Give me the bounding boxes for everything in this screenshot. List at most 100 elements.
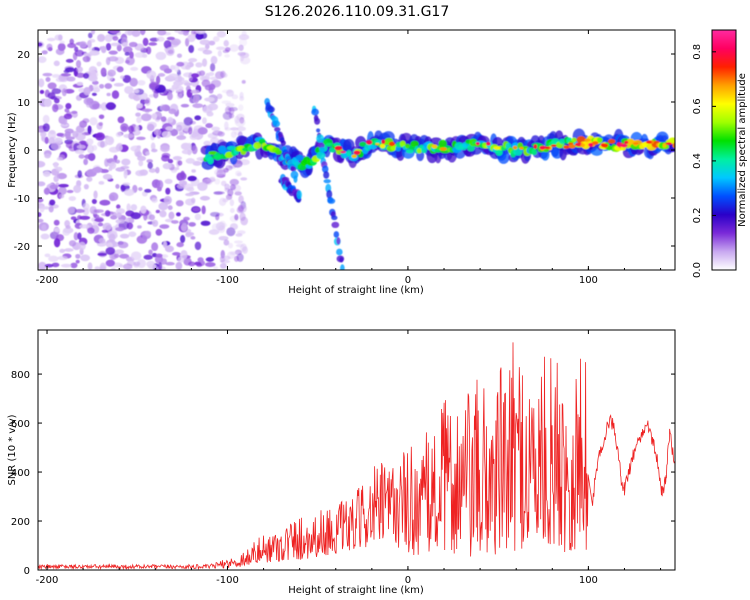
- spectrogram-x-ticks: -200 -100 0 100: [36, 30, 662, 286]
- spectrogram-noise-cell: [212, 36, 220, 42]
- spectrogram-noise-cell: [79, 215, 91, 220]
- spectrogram-noise-cell: [218, 235, 229, 241]
- spectrogram-noise-cell: [56, 172, 67, 180]
- spectrogram-y-tick-label: 0: [24, 146, 30, 157]
- spectrogram-noise-cell: [192, 207, 201, 212]
- spectrogram-noise-cell: [185, 192, 195, 197]
- spectrogram-noise-cell: [87, 227, 95, 234]
- spectrogram-noise-cell: [53, 227, 60, 232]
- spectrogram-peak-cell: [601, 143, 609, 148]
- spectrogram-noise-cell: [238, 104, 244, 111]
- spectrogram-noise-cell: [65, 136, 75, 140]
- spectrogram-noise-cell: [218, 197, 227, 206]
- spectrogram-noise-cell: [224, 47, 231, 52]
- spectrogram-noise-cell: [91, 92, 97, 97]
- spectrogram-noise-cell: [156, 180, 164, 190]
- spectrogram-noise-cell: [79, 224, 90, 229]
- spectrogram-noise-cell: [240, 177, 248, 181]
- spectrogram-noise-cell: [75, 125, 85, 133]
- spectrogram-noise-cell: [223, 40, 229, 47]
- spectrogram-noise-cell: [152, 219, 159, 227]
- spectrogram-noise-cell: [105, 247, 116, 255]
- spectrogram-noise-cell: [211, 126, 221, 131]
- spectrogram-y-tick-label: -10: [14, 194, 30, 205]
- spectrogram-noise-cell: [98, 122, 103, 126]
- spectrogram-noise-cell: [135, 151, 143, 158]
- spectrogram-noise-cell: [174, 30, 182, 33]
- spectrogram-noise-cell: [148, 168, 157, 173]
- spectrogram-noise-cell: [201, 79, 211, 88]
- spectrogram-x-tick-label: 0: [405, 275, 411, 286]
- spectrogram-noise-cell: [214, 178, 221, 185]
- spectrogram-noise-cell: [67, 43, 77, 49]
- spectrogram-noise-cell: [97, 222, 104, 227]
- spectrogram-peak-cell: [353, 150, 361, 155]
- spectrogram-noise-cell: [204, 97, 215, 102]
- spectrogram-noise-cell: [58, 34, 63, 41]
- spectrogram-peak-cell: [533, 144, 538, 149]
- spectrogram-noise-cell: [186, 187, 195, 192]
- spectrogram-noise-cell: [87, 125, 92, 134]
- spectrogram-noise-cell: [133, 89, 140, 94]
- spectrogram-noise-cell: [183, 116, 193, 126]
- spectrogram-noise-cell: [45, 76, 51, 82]
- spectrogram-noise-cell: [68, 240, 77, 247]
- spectrogram-noise-cell: [144, 230, 152, 237]
- spectrogram-noise-cell: [119, 233, 130, 239]
- spectrogram-noise-cell: [117, 116, 125, 124]
- spectrogram-branch-cell: [296, 190, 302, 200]
- spectrogram-noise-cell: [223, 73, 228, 78]
- spectrogram-noise-cell: [73, 142, 80, 152]
- spectrogram-signal-core: [571, 137, 577, 143]
- spectrogram-noise-cell: [195, 32, 204, 40]
- spectrogram-noise-cell: [165, 187, 171, 195]
- spectrogram-signal-core: [438, 139, 447, 148]
- spectrogram-noise-cell: [130, 251, 142, 261]
- spectrogram-branch-cell: [272, 120, 281, 128]
- spectrogram-noise-cell: [240, 52, 245, 62]
- spectrogram-signal-core: [405, 148, 415, 154]
- spectrogram-peak-cell: [632, 142, 639, 145]
- spectrogram-signal-core: [275, 149, 283, 155]
- spectrogram-noise-cell: [47, 82, 57, 90]
- spectrogram-noise-cell: [105, 57, 111, 66]
- spectrogram-noise-cell: [158, 262, 163, 270]
- spectrogram-signal-core: [467, 144, 475, 152]
- spectrogram-noise-cell: [39, 205, 45, 213]
- spectrogram-noise-cell: [181, 80, 190, 85]
- spectrogram-noise-cell: [53, 219, 60, 226]
- spectrogram-branch-cell: [290, 166, 297, 172]
- spectrogram-noise-cell: [168, 211, 175, 220]
- spectrogram-peak-cell: [431, 144, 438, 149]
- spectrogram-noise-cell: [38, 212, 42, 218]
- spectrogram-noise-cell: [115, 227, 125, 232]
- spectrogram-peak-cell: [493, 146, 501, 150]
- spectrogram-noise-cell: [120, 184, 126, 193]
- spectrogram-noise-cell: [194, 213, 202, 221]
- spectrogram-noise-cell: [104, 83, 113, 90]
- spectrogram-noise-cell: [191, 145, 198, 155]
- spectrogram-signal-core: [531, 148, 537, 156]
- spectrogram-noise-cell: [234, 191, 242, 196]
- spectrogram-noise-cell: [107, 69, 116, 77]
- spectrogram-noise-cell: [106, 242, 113, 249]
- spectrogram-noise-cell: [57, 43, 66, 52]
- spectrogram-noise-cell: [89, 206, 97, 215]
- spectrogram-noise-cell: [115, 167, 126, 172]
- spectrogram-noise-cell: [69, 38, 75, 45]
- spectrogram-noise-cell: [238, 44, 244, 51]
- spectrogram-noise-cell: [170, 65, 176, 71]
- spectrogram-noise-cell: [38, 78, 45, 88]
- spectrogram-noise-cell: [228, 242, 234, 249]
- spectrogram-noise-cell: [43, 98, 52, 107]
- spectrogram-noise-cell: [215, 46, 226, 51]
- spectrogram-noise-cell: [102, 222, 112, 231]
- spectrogram-signal-core: [253, 141, 262, 150]
- spectrogram-noise-cell: [163, 40, 172, 49]
- spectrogram-noise-cell: [105, 136, 115, 146]
- spectrogram-noise-cell: [87, 262, 93, 270]
- spectrogram-noise-cell: [83, 72, 90, 79]
- figure-title: S126.2026.110.09.31.G17: [265, 4, 450, 20]
- spectrogram-noise-cell: [116, 66, 124, 73]
- spectrogram-branch-cell: [311, 108, 319, 116]
